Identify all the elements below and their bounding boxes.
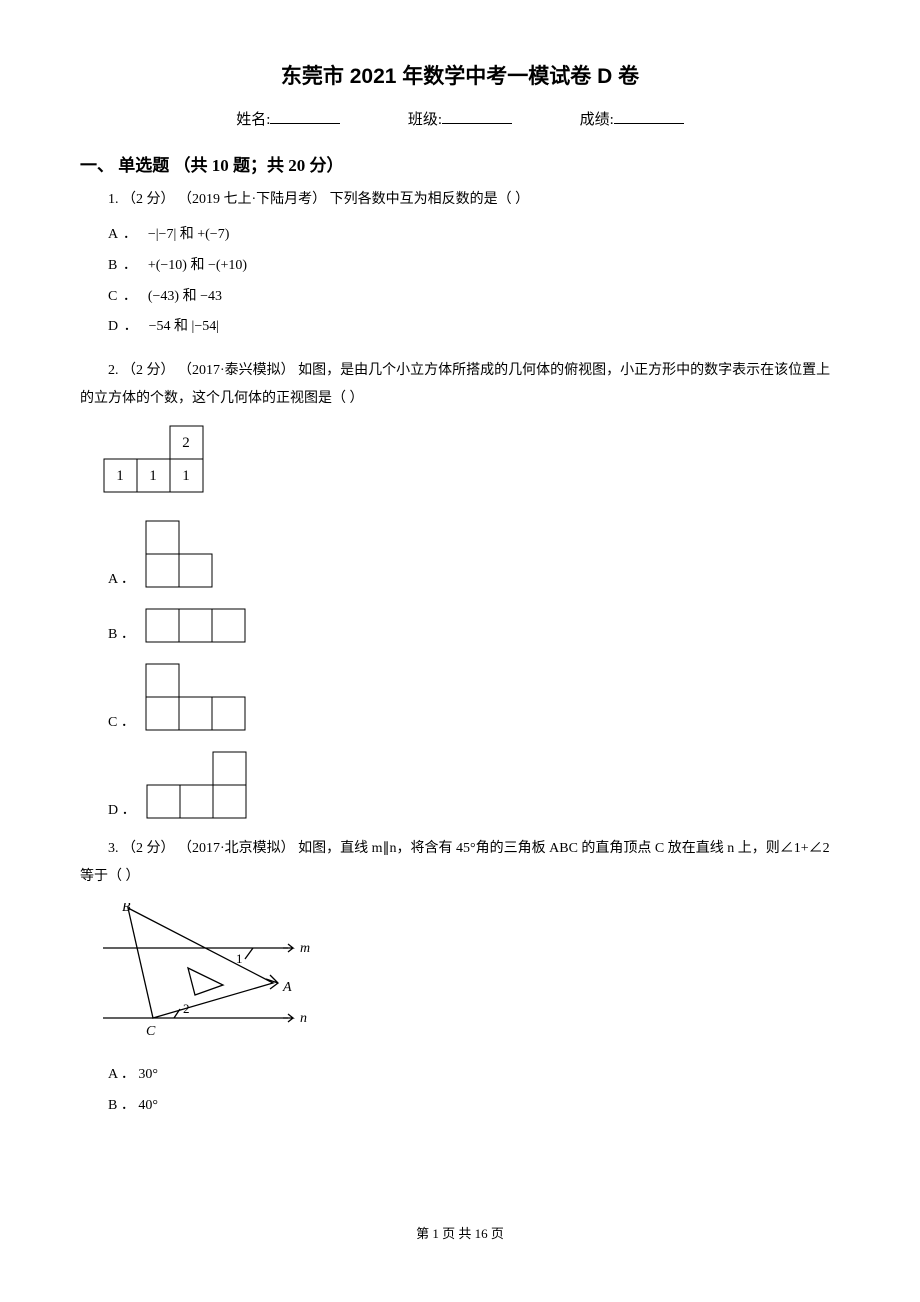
q3-stem: 3. （2 分） （2017·北京模拟） 如图，直线 m∥n，将含有 45°角的…	[80, 835, 840, 891]
shape-b-icon	[145, 608, 253, 645]
q1-opt-b: B ．+(−10) 和 −(+10)	[108, 251, 840, 282]
svg-text:1: 1	[236, 951, 243, 966]
svg-text:2: 2	[182, 435, 190, 451]
q2-top-view-table: 2 1 1 1	[98, 425, 840, 502]
q2-opt-c: C ．	[108, 663, 840, 733]
svg-text:A: A	[282, 980, 292, 995]
svg-text:m: m	[300, 941, 310, 956]
q2-stem: 2. （2 分） （2017·泰兴模拟） 如图，是由几个小立方体所搭成的几何体的…	[80, 357, 840, 413]
label-class: 班级:	[408, 112, 442, 128]
label-name: 姓名:	[236, 112, 270, 128]
blank-name	[270, 123, 340, 124]
q1-opt-d: D ．−54 和 |−54|	[108, 312, 840, 343]
svg-text:1: 1	[116, 468, 124, 484]
q3-figure: B A C m n 1 2	[98, 903, 840, 1048]
q1-opt-c: C ．(−43) 和 −43	[108, 282, 840, 313]
q2-opt-d: D ．	[108, 751, 840, 821]
svg-text:1: 1	[149, 468, 157, 484]
q2-opt-b: B ．	[108, 608, 840, 645]
page-footer: 第 1 页 共 16 页	[80, 1223, 840, 1242]
shape-a-icon	[145, 520, 220, 590]
student-fields: 姓名: 班级: 成绩:	[80, 108, 840, 129]
q1-stem: 1. （2 分） （2019 七上·下陆月考） 下列各数中互为相反数的是（ ）	[80, 186, 840, 214]
blank-class	[442, 123, 512, 124]
shape-c-icon	[145, 663, 253, 733]
q2-opt-a: A ．	[108, 520, 840, 590]
q3-opt-b: B ． 40°	[108, 1091, 840, 1122]
svg-text:n: n	[300, 1011, 307, 1026]
svg-text:1: 1	[182, 468, 190, 484]
section-heading: 一、 单选题 （共 10 题；共 20 分）	[80, 151, 840, 176]
svg-text:B: B	[122, 903, 131, 915]
page-title: 东莞市 2021 年数学中考一模试卷 D 卷	[80, 60, 840, 90]
blank-score	[614, 123, 684, 124]
shape-d-icon	[146, 751, 254, 821]
svg-text:2: 2	[183, 1001, 190, 1016]
svg-text:C: C	[146, 1024, 156, 1039]
q1-opt-a: A ．−|−7| 和 +(−7)	[108, 220, 840, 251]
q3-opt-a: A ． 30°	[108, 1060, 840, 1091]
label-score: 成绩:	[580, 112, 614, 128]
